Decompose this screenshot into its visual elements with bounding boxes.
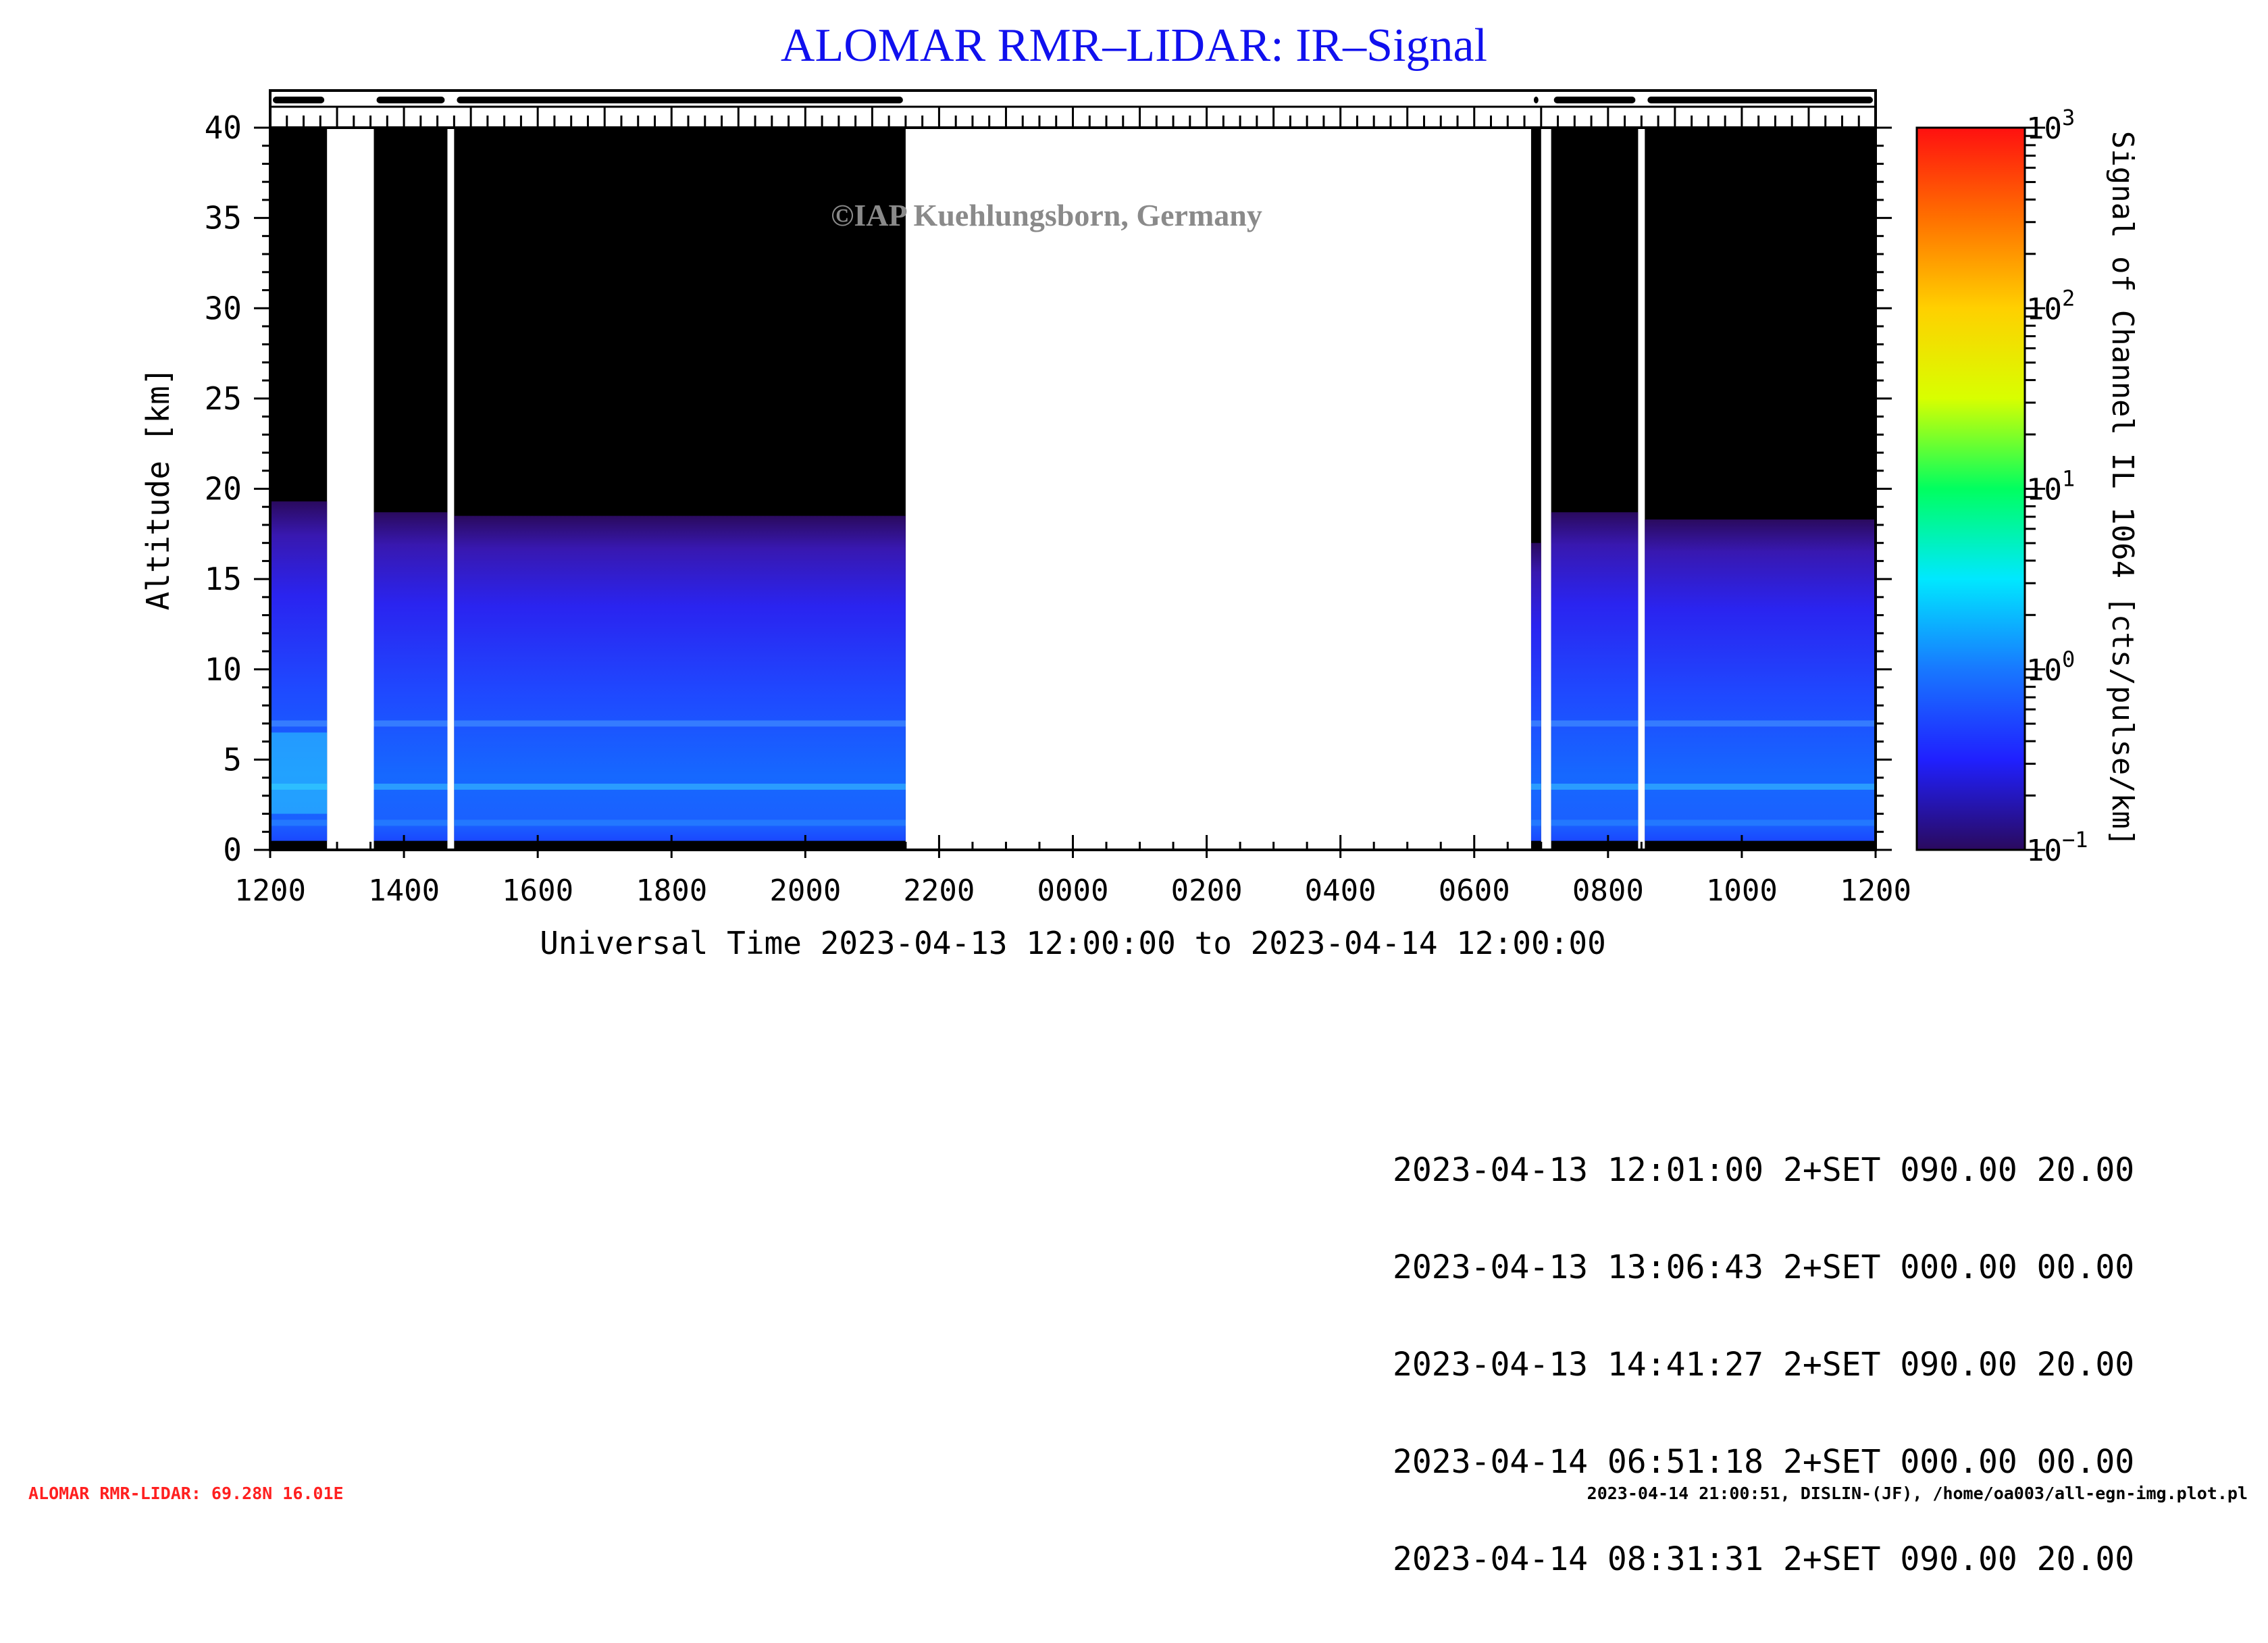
y-tick-label: 40: [205, 109, 242, 146]
y-axis-label: Altitude [km]: [140, 367, 176, 610]
footer-plot-info: 2023-04-14 21:00:51, DISLIN-(JF), /home/…: [1587, 1484, 2248, 1503]
status-bar-segment: [1647, 97, 1873, 103]
y-tick-label: 15: [205, 561, 242, 597]
signal-column: [373, 512, 448, 841]
near-ground-signal: [270, 732, 328, 814]
aerosol-layer: [454, 819, 906, 826]
x-tick-label: 0600: [1439, 874, 1510, 908]
watermark: ©IAP Kuehlungsborn, Germany: [831, 198, 1262, 232]
measurement-period: [454, 128, 906, 850]
colorbar-tick-label: 10−1: [2026, 827, 2088, 868]
colorbar-tick-label: 100: [2026, 647, 2075, 688]
aerosol-layer: [373, 819, 448, 826]
aerosol-layer: [454, 720, 906, 727]
aerosol-layer: [373, 783, 448, 790]
signal-column: [1530, 542, 1541, 841]
measurement-period: [373, 128, 448, 850]
colorbar-tick-label: 103: [2026, 105, 2075, 146]
log-entry: 2023-04-13 14:41:27 2+SET 090.00 20.00: [1393, 1346, 2135, 1384]
x-tick-label: 0000: [1037, 874, 1109, 908]
x-tick-label: 0200: [1171, 874, 1243, 908]
y-tick-label: 0: [223, 832, 242, 868]
x-tick-label: 1000: [1706, 874, 1778, 908]
colorbar-label: Signal of Channel IL 1064 [cts/pulse/km]: [2105, 131, 2140, 847]
chart-page: ALOMAR RMR–LIDAR: IR–Signal 1200 1400 1600…: [28, 20, 2248, 1575]
measurement-period: [1530, 128, 1541, 850]
aerosol-layer: [270, 819, 328, 826]
log-entry: 2023-04-14 08:31:31 2+SET 090.00 20.00: [1393, 1540, 2135, 1578]
signal-column: [1551, 512, 1639, 841]
status-bar-segment: [457, 97, 903, 103]
x-tick-label: 1800: [636, 874, 707, 908]
aerosol-layer: [454, 783, 906, 790]
aerosol-layer: [1530, 783, 1541, 790]
y-tick-label: 35: [205, 200, 242, 236]
y-tick-label: 10: [205, 651, 242, 688]
aerosol-layer: [1530, 720, 1541, 727]
measurement-period: [1551, 128, 1639, 850]
aerosol-layer: [1645, 819, 1876, 826]
aerosol-layer: [1551, 819, 1639, 826]
status-bar-segment: [376, 97, 445, 103]
log-entry: 2023-04-13 13:06:43 2+SET 000.00 00.00: [1393, 1248, 2135, 1286]
status-bar-segment: [1553, 97, 1636, 103]
log-entry: 2023-04-13 12:01:00 2+SET 090.00 20.00: [1393, 1151, 2135, 1189]
y-tick-label: 25: [205, 380, 242, 417]
lidar-chart: 1200 1400 1600 1800 2000 2200 0000 0200 0400 0600…: [140, 89, 2140, 961]
x-tick-label: 2200: [903, 874, 975, 908]
aerosol-layer: [1530, 819, 1541, 826]
aerosol-layer: [1645, 783, 1876, 790]
colorbar: [1917, 128, 2025, 850]
aerosol-layer: [373, 720, 448, 727]
y-tick-label: 30: [205, 290, 242, 326]
aerosol-layer: [1551, 783, 1639, 790]
x-tick-label: 1200: [1840, 874, 1911, 908]
aerosol-layer: [1551, 720, 1639, 727]
x-axis-label: Universal Time 2023-04-13 12:00:00 to 20…: [540, 925, 1606, 961]
x-tick-label: 1600: [502, 874, 573, 908]
status-bar-segment: [273, 97, 325, 103]
measurement-period: [1645, 128, 1876, 850]
x-tick-label: 2000: [769, 874, 841, 908]
status-bar-segment: [1533, 97, 1539, 103]
colorbar-tick-label: 101: [2026, 466, 2075, 507]
aerosol-layer: [270, 720, 328, 727]
x-tick-label: 1400: [368, 874, 440, 908]
footer-location: ALOMAR RMR-LIDAR: 69.28N 16.01E: [28, 1484, 344, 1503]
x-tick-label: 0400: [1305, 874, 1376, 908]
y-tick-label: 5: [223, 741, 242, 778]
signal-column: [1645, 519, 1876, 841]
x-tick-label: 1200: [234, 874, 306, 908]
chart-title: ALOMAR RMR–LIDAR: IR–Signal: [780, 20, 1488, 72]
measurement-period: [270, 128, 328, 850]
x-tick-label: 0800: [1572, 874, 1644, 908]
log-entries: 2023-04-13 12:01:00 2+SET 090.00 20.00 2…: [1393, 1089, 2134, 1640]
log-entry: 2023-04-14 06:51:18 2+SET 000.00 00.00: [1393, 1443, 2135, 1481]
aerosol-layer: [1645, 720, 1876, 727]
signal-column: [454, 515, 906, 841]
colorbar-tick-label: 102: [2026, 285, 2075, 326]
aerosol-layer: [270, 783, 328, 790]
y-tick-label: 20: [205, 471, 242, 507]
